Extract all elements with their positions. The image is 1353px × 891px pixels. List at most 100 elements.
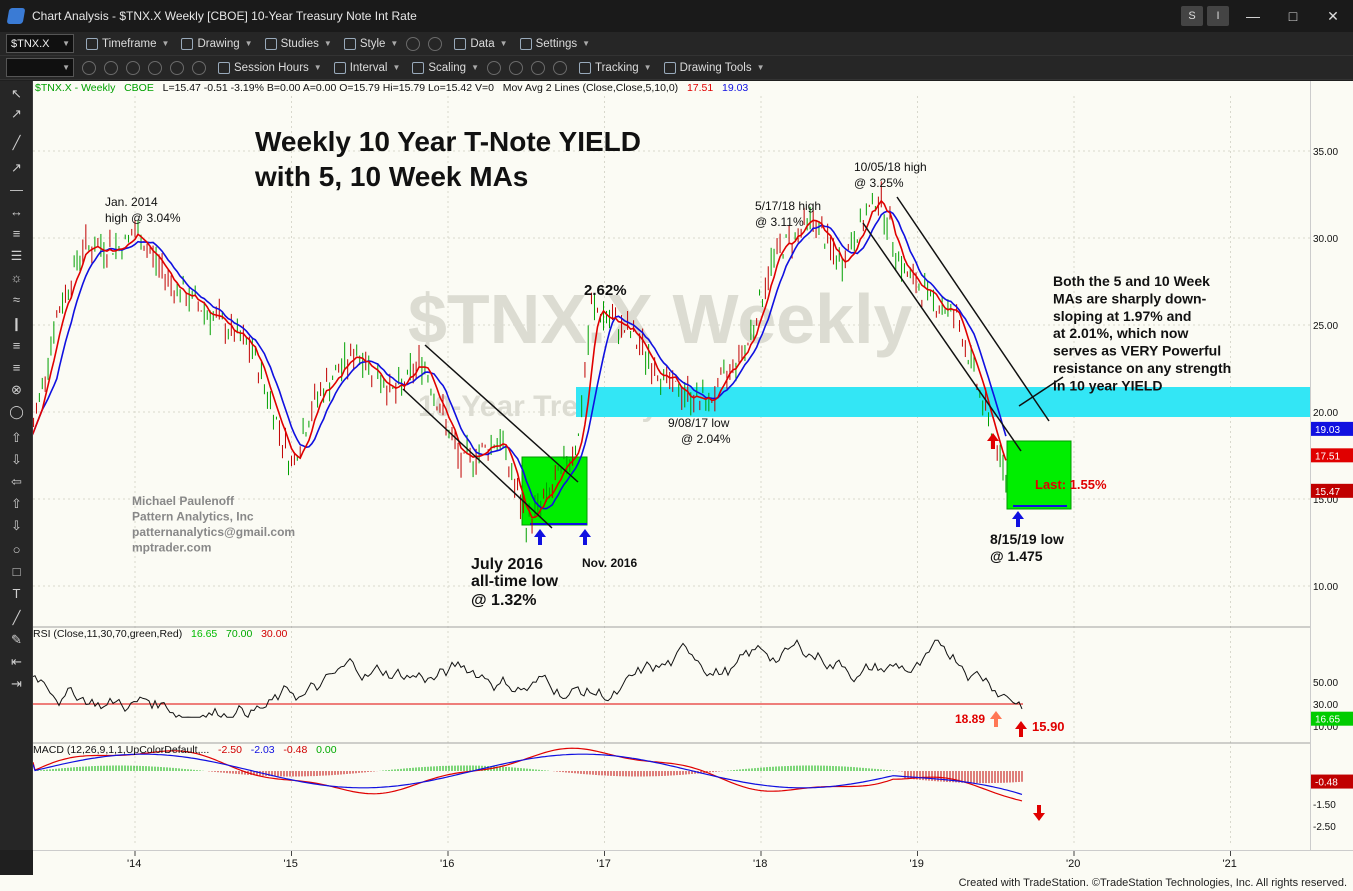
hline-icon[interactable]: —: [10, 182, 23, 197]
data-icon: [454, 37, 467, 50]
line-icon[interactable]: ╱: [12, 610, 21, 625]
author-line: patternanalytics@gmail.com: [132, 525, 295, 539]
tracking-menu[interactable]: Tracking ▼: [579, 61, 652, 74]
levels-icon[interactable]: ≡: [12, 360, 21, 375]
price-marker-label: 17.51: [1315, 451, 1340, 462]
ray-icon[interactable]: ↗: [11, 160, 22, 175]
legend-exchange: CBOE: [124, 82, 154, 94]
title-bar: Chart Analysis - $TNX.X Weekly [CBOE] 10…: [0, 0, 1353, 32]
cursor-icon[interactable]: [170, 60, 184, 75]
minimize-button[interactable]: —: [1246, 8, 1260, 24]
hide-study-icon[interactable]: [406, 36, 421, 51]
arrow-down-icon[interactable]: ⇩: [11, 452, 22, 467]
macd-value: -2.50: [218, 744, 242, 756]
rsi-line: [33, 639, 1023, 718]
studies-menu[interactable]: Studies ▼: [264, 37, 332, 50]
speed-icon[interactable]: ⊗: [11, 382, 22, 397]
symbol-link-s-button[interactable]: S: [1181, 6, 1203, 26]
data-menu[interactable]: Data ▼: [454, 37, 508, 50]
rsi-oversold: 30.00: [261, 628, 288, 640]
rsi-value: 16.65: [191, 628, 218, 640]
circle-icon[interactable]: ◯: [9, 404, 24, 419]
scaling-menu[interactable]: Scaling ▼: [412, 61, 479, 74]
price-marker: [1311, 483, 1353, 498]
bar-icon[interactable]: [148, 60, 162, 75]
rsi-arrow1-icon: [990, 711, 1002, 727]
price-axis[interactable]: 35.00 30.00 25.00 20.00 15.00 10.00 19.03 17.51…: [1310, 81, 1353, 850]
refresh-icon[interactable]: [428, 36, 443, 51]
chevron-down-icon: ▼: [392, 63, 401, 72]
interval-menu[interactable]: Interval ▼: [333, 61, 401, 74]
time-tick-label: '18: [753, 858, 767, 870]
arrow-left-icon[interactable]: ⇦: [11, 474, 22, 489]
select-icon[interactable]: ↗: [11, 106, 22, 121]
macd-line: [33, 747, 1023, 802]
aug-2019-label: 8/15/19 low: [990, 531, 1064, 547]
rsi-legend: RSI (Close,11,30,70,green,Red) 16.65 70.…: [33, 628, 287, 640]
rsi-arrow2-icon: [1015, 721, 1027, 737]
trendline-icon[interactable]: ╱: [12, 135, 21, 150]
last-price-label: Last: 1.55%: [1035, 477, 1107, 492]
settings-menu[interactable]: Settings ▼: [519, 37, 590, 50]
tradestation-logo-icon: [6, 8, 26, 24]
sep-2017-label: 9/08/17 low: [668, 416, 730, 430]
bar-chart-icon[interactable]: [487, 60, 501, 75]
channel-2016-upper: [424, 344, 579, 483]
price-tick-label: 30.00: [1313, 234, 1338, 245]
style-menu[interactable]: Style ▼: [343, 37, 398, 50]
pointer-icon[interactable]: ↖: [11, 86, 22, 101]
close-button[interactable]: ✕: [1327, 7, 1339, 24]
grid-icon[interactable]: [192, 60, 206, 75]
zoom-out-icon[interactable]: [553, 60, 567, 75]
interval-input[interactable]: ▼: [6, 58, 74, 77]
link-icon[interactable]: [82, 60, 96, 75]
time-tick-label: '15: [284, 858, 298, 870]
arrow-down2-icon[interactable]: ⇩: [11, 518, 22, 533]
chart-legend: $TNX.X - Weekly CBOE L=15.47 -0.51 -3.19…: [35, 82, 748, 94]
bars-icon[interactable]: ❙: [11, 316, 22, 331]
pin-icon[interactable]: ⇤: [11, 654, 22, 669]
session-hours-menu[interactable]: Session Hours ▼: [218, 61, 322, 74]
channel-icon[interactable]: ≡: [12, 226, 21, 241]
price-tick-label: 25.00: [1313, 321, 1338, 332]
chevron-down-icon: ▼: [244, 39, 253, 48]
tool-icon[interactable]: [126, 60, 140, 75]
candle-icon[interactable]: [509, 60, 523, 75]
arrow-up2-icon[interactable]: ⇧: [11, 496, 22, 511]
symbol-input[interactable]: $TNX.X ▼: [6, 34, 74, 53]
ellipse-icon[interactable]: ○: [12, 542, 21, 557]
time-axis[interactable]: '14 '15 '16 '17 '18 '19 '20 '21: [33, 850, 1353, 875]
time-tick-label: '21: [1223, 858, 1237, 870]
eraser-icon[interactable]: ✎: [11, 632, 22, 647]
fib-icon[interactable]: ☰: [10, 248, 23, 263]
legend-study: Mov Avg 2 Lines (Close,Close,5,10,0): [502, 82, 679, 94]
macd-hist: -0.48: [283, 744, 308, 756]
list-icon[interactable]: ≡: [12, 338, 21, 353]
arrow-up-icon[interactable]: ⇧: [11, 430, 22, 445]
zoom-in-icon[interactable]: [531, 60, 545, 75]
chevron-down-icon: ▼: [756, 63, 765, 72]
layer-icon[interactable]: ⇥: [11, 676, 22, 691]
rectangle-icon[interactable]: □: [12, 564, 21, 579]
zoom-icon[interactable]: [104, 60, 118, 75]
timeframe-menu[interactable]: Timeframe ▼: [86, 37, 169, 50]
may-2018-value: @ 3.11%: [755, 215, 804, 229]
symbol-link-i-button[interactable]: I: [1207, 6, 1229, 26]
drawing-menu[interactable]: Drawing ▼: [181, 37, 253, 50]
gann-icon[interactable]: ☼: [10, 270, 23, 285]
text-icon[interactable]: T: [12, 586, 21, 601]
vline-icon[interactable]: ↔: [10, 204, 23, 219]
rsi-annotation-2: 15.90: [1032, 719, 1065, 734]
maximize-button[interactable]: □: [1288, 8, 1298, 24]
footer-credit: Created with TradeStation. ©TradeStation…: [0, 875, 1353, 891]
studies-label: Studies: [280, 37, 319, 50]
july-2016-value: @ 1.32%: [471, 592, 536, 609]
drawing-tools-menu[interactable]: Drawing Tools ▼: [663, 61, 765, 74]
legend-symbol: $TNX.X - Weekly: [35, 82, 116, 94]
macd-arrow-icon: [1033, 805, 1045, 821]
pitchfork-icon[interactable]: ≈: [12, 292, 21, 307]
price-tick-label: 10.00: [1313, 582, 1338, 593]
rsi-tick-label: 30.00: [1313, 700, 1338, 711]
